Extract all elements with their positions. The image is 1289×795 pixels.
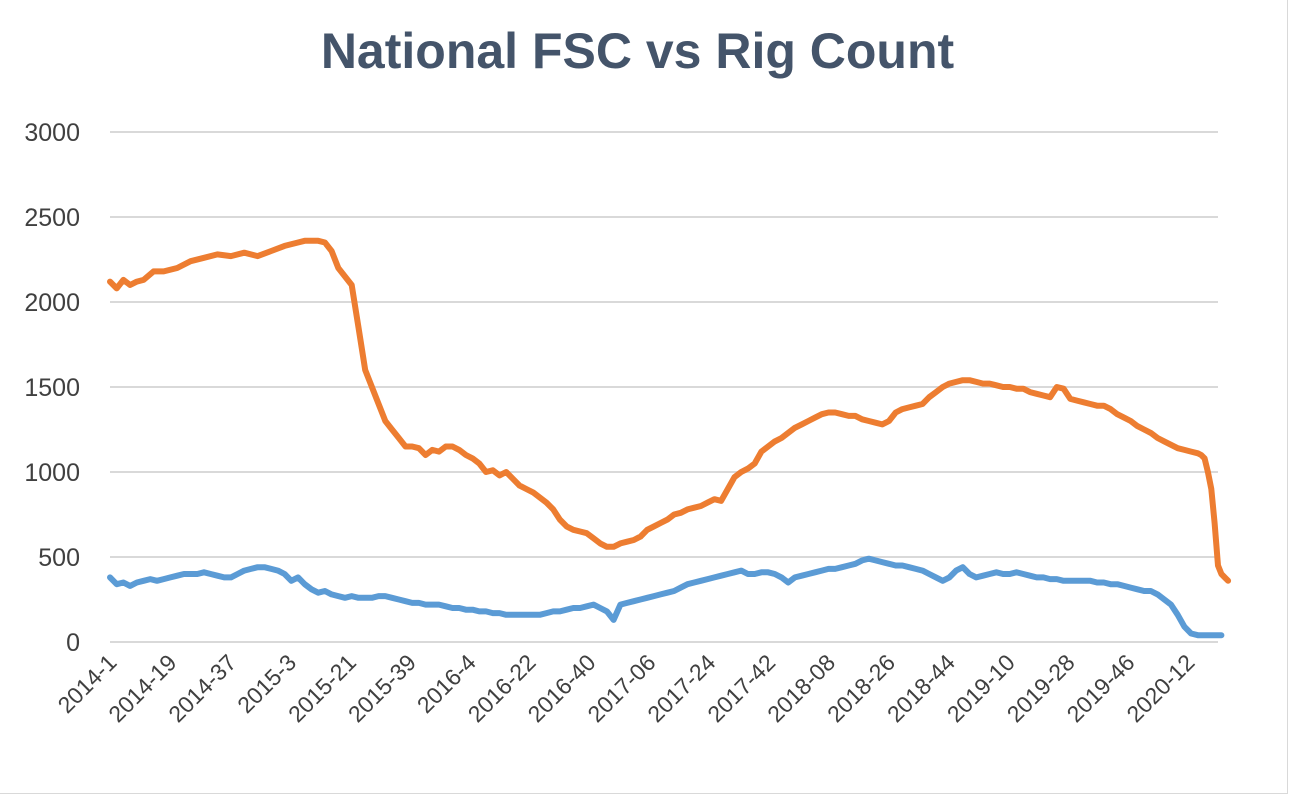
y-tick-label: 500 — [38, 544, 80, 572]
y-tick-label: 1000 — [24, 459, 80, 487]
y-tick-label: 2500 — [24, 204, 80, 232]
chart-title: National FSC vs Rig Count — [320, 23, 955, 79]
y-axis-ticks: 0 500 1000 1500 2000 2500 3000 — [24, 119, 80, 657]
blue-series-line — [107, 555, 1225, 639]
y-tick-label: 0 — [66, 629, 80, 657]
y-tick-label: 2000 — [24, 289, 80, 317]
x-tick-label: 2020-12 — [1121, 649, 1199, 727]
y-tick-label: 3000 — [24, 119, 80, 147]
gridlines — [110, 131, 1218, 643]
y-tick-label: 1500 — [24, 374, 80, 402]
x-tick-label: 2014-37 — [163, 649, 241, 727]
orange-series-line — [107, 237, 1232, 584]
x-tick-label: 2015-39 — [343, 649, 421, 727]
x-axis-ticks: 2014-12014-192014-372015-32015-212015-39… — [53, 649, 1200, 727]
series-lines — [107, 237, 1232, 639]
